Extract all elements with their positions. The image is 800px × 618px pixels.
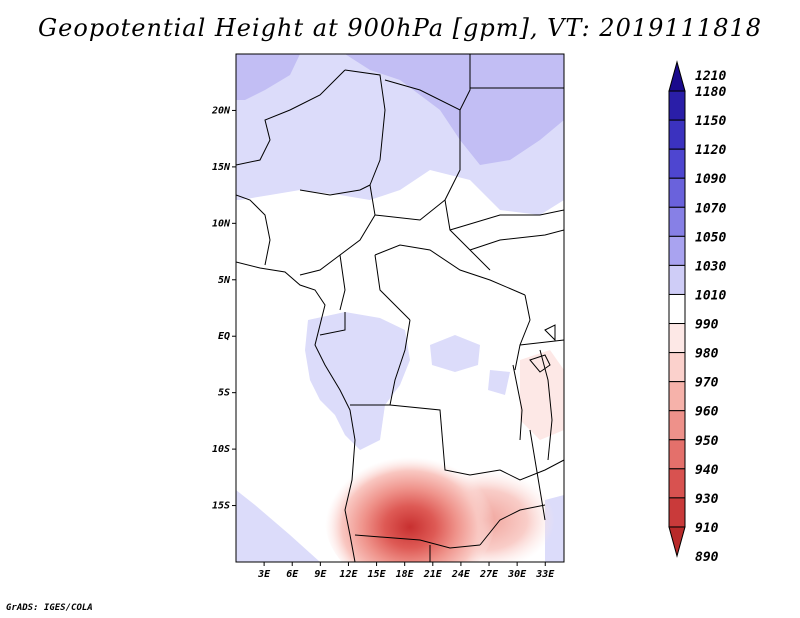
lat-tick-label: 15S <box>212 501 230 512</box>
lat-tick-label: 20N <box>211 105 231 116</box>
lat-tick-label: EQ <box>218 331 230 342</box>
colorbar-segment <box>668 410 686 441</box>
lat-tick-label: 5N <box>218 275 231 286</box>
colorbar-segment <box>668 381 686 412</box>
colorbar-label: 940 <box>695 463 719 478</box>
colorbar-label: 910 <box>695 521 719 536</box>
lon-tick-label: 33E <box>535 569 555 580</box>
lon-tick-label: 30E <box>507 569 527 580</box>
contour-fill-low-east-rim <box>520 350 564 440</box>
lat-tick-label: 10N <box>212 218 231 229</box>
latitude-axis: 20N 15N 10N 5N EQ 5S 10S 15S <box>211 105 236 512</box>
colorbar-segment <box>668 526 686 558</box>
grads-credit: GrADS: IGES/COLA <box>6 603 93 613</box>
colorbar-label: 1050 <box>695 230 726 245</box>
contour-fill-1030-1050-nw <box>236 54 300 100</box>
lat-tick-label: 15N <box>212 162 231 173</box>
colorbar-segment <box>668 206 686 237</box>
lon-tick-label: 9E <box>314 569 327 580</box>
lakes <box>512 324 556 521</box>
colorbar-label: 1150 <box>695 114 726 129</box>
lon-tick-label: 15E <box>368 569 387 580</box>
colorbar-segment <box>668 323 686 354</box>
colorbar-segment <box>668 60 686 92</box>
colorbar-label: 890 <box>695 550 719 565</box>
colorbar-segment <box>668 148 686 179</box>
colorbar-segment <box>668 177 686 208</box>
contour-fill-1010-1030-congo <box>305 312 410 450</box>
contour-fill-1010-1030-sw <box>236 490 320 562</box>
lon-tick-label: 21E <box>423 569 443 580</box>
colorbar-segment <box>668 119 686 150</box>
colorbar-label: 1090 <box>695 172 726 187</box>
colorbar-segment <box>668 468 686 499</box>
contour-fill-1010-1030-central <box>488 370 510 395</box>
lon-tick-label: 27E <box>479 569 499 580</box>
lon-tick-label: 6E <box>286 569 299 580</box>
colorbar-label: 1030 <box>695 259 726 274</box>
country-borders <box>236 54 564 562</box>
colorbar-segment <box>668 235 686 266</box>
colorbar-label: 960 <box>695 405 719 420</box>
colorbar-label: 1120 <box>695 143 726 158</box>
longitude-axis: 3E 6E 9E 12E 15E 18E 21E 24E 27E 30E 33E <box>257 562 555 580</box>
colorbar-segment <box>668 90 686 121</box>
colorbar-label: 1070 <box>695 201 726 216</box>
colorbar-label: 1180 <box>695 85 726 100</box>
colorbar-label: 1210 <box>695 69 726 84</box>
map-title: Geopotential Height at 900hPa [gpm], VT:… <box>38 14 762 42</box>
colorbar-segment <box>668 352 686 383</box>
lon-tick-label: 18E <box>396 569 415 580</box>
coastline <box>236 261 356 562</box>
lon-tick-label: 12E <box>339 569 358 580</box>
contour-fill-low-core <box>325 450 495 562</box>
lon-tick-label: 3E <box>257 569 271 580</box>
map-frame <box>235 53 565 563</box>
lat-tick-label: 5S <box>218 388 230 399</box>
colorbar-label: 970 <box>695 376 719 391</box>
colorbar-label: 950 <box>695 434 719 449</box>
lon-tick-label: 24E <box>451 569 471 580</box>
lat-tick-label: 10S <box>212 444 230 455</box>
colorbar-label: 930 <box>695 492 719 507</box>
colorbar-segment <box>668 439 686 470</box>
colorbar-segment <box>668 264 686 295</box>
colorbar-segment <box>668 497 686 528</box>
colorbar-segment <box>668 293 686 325</box>
colorbar-label: 990 <box>695 318 719 333</box>
contour-fill-1030-1050-north <box>345 54 564 165</box>
map-panel <box>236 54 564 562</box>
colorbar-label: 980 <box>695 347 719 362</box>
contour-fill-1010-1030-east-blob <box>430 335 480 372</box>
colorbar-label: 1010 <box>695 288 726 303</box>
